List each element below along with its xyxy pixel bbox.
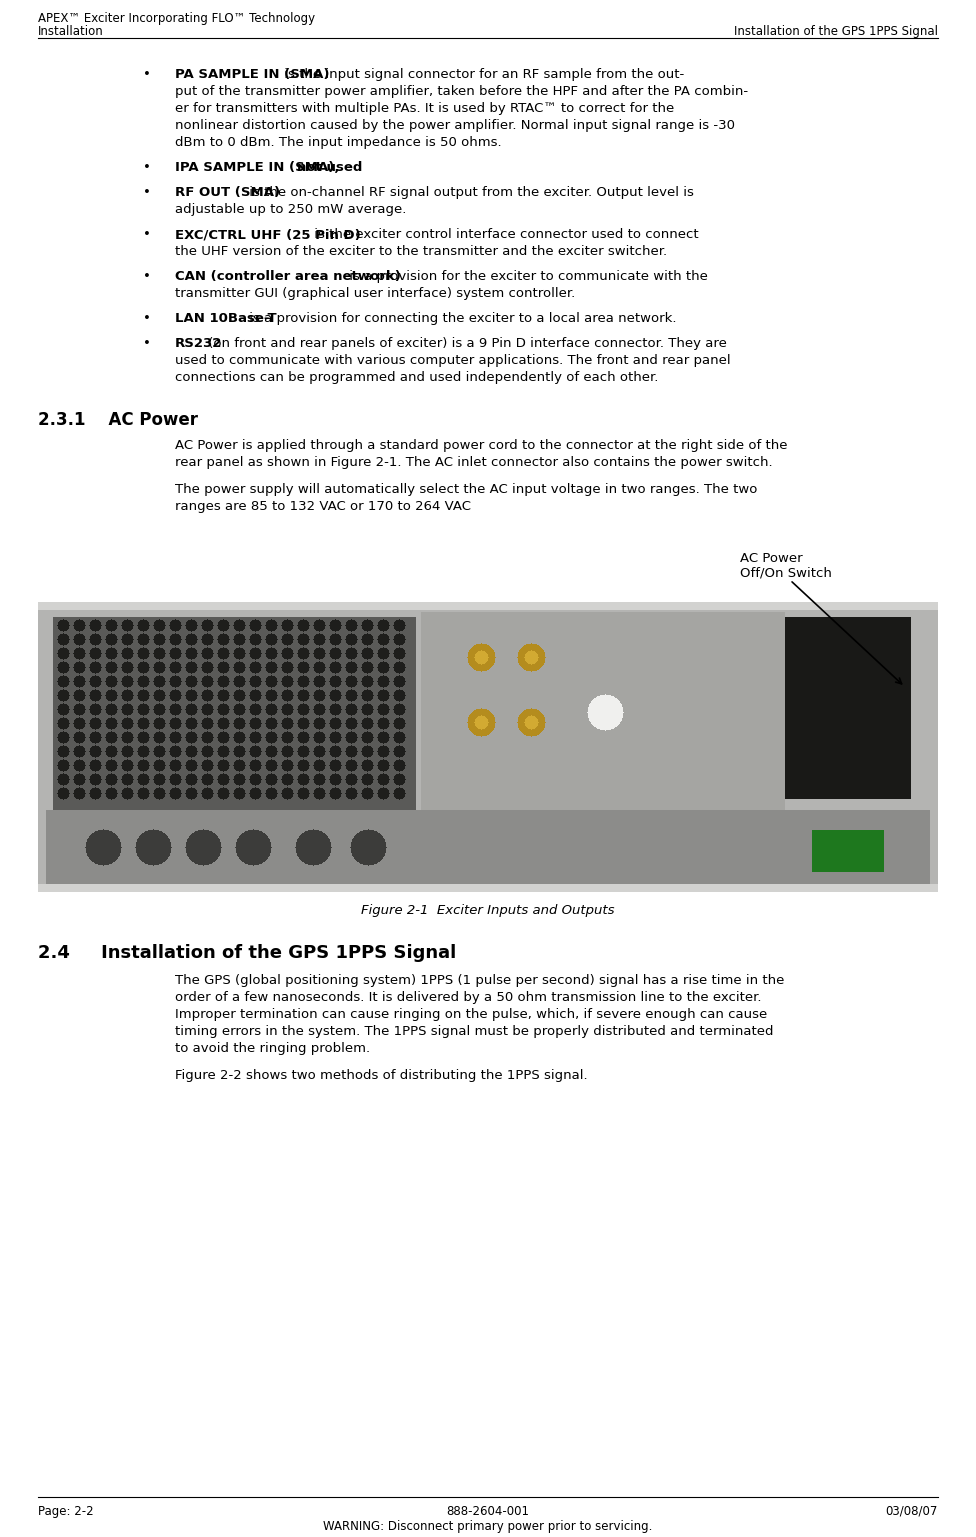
Text: •: • [143, 312, 151, 324]
Text: is the on-channel RF signal output from the exciter. Output level is: is the on-channel RF signal output from … [245, 186, 694, 198]
Text: transmitter GUI (graphical user interface) system controller.: transmitter GUI (graphical user interfac… [175, 287, 575, 300]
Text: to avoid the ringing problem.: to avoid the ringing problem. [175, 1042, 370, 1054]
Text: not used: not used [298, 161, 363, 174]
Text: Installation of the GPS 1PPS Signal: Installation of the GPS 1PPS Signal [734, 25, 938, 38]
Text: PA SAMPLE IN (SMA): PA SAMPLE IN (SMA) [175, 68, 330, 81]
Text: Installation: Installation [38, 25, 103, 38]
Text: connections can be programmed and used independently of each other.: connections can be programmed and used i… [175, 370, 659, 384]
Text: •: • [143, 227, 151, 241]
Text: is the input signal connector for an RF sample from the out-: is the input signal connector for an RF … [280, 68, 684, 81]
Text: dBm to 0 dBm. The input impedance is 50 ohms.: dBm to 0 dBm. The input impedance is 50 … [175, 135, 502, 149]
Text: adjustable up to 250 mW average.: adjustable up to 250 mW average. [175, 203, 406, 217]
Text: nonlinear distortion caused by the power amplifier. Normal input signal range is: nonlinear distortion caused by the power… [175, 118, 735, 132]
Text: Improper termination can cause ringing on the pulse, which, if severe enough can: Improper termination can cause ringing o… [175, 1008, 767, 1021]
Text: AC Power is applied through a standard power cord to the connector at the right : AC Power is applied through a standard p… [175, 440, 788, 452]
Text: Page: 2-2: Page: 2-2 [38, 1505, 94, 1519]
Text: timing errors in the system. The 1PPS signal must be properly distributed and te: timing errors in the system. The 1PPS si… [175, 1025, 774, 1037]
Text: The GPS (global positioning system) 1PPS (1 pulse per second) signal has a rise : The GPS (global positioning system) 1PPS… [175, 974, 785, 987]
Text: used to communicate with various computer applications. The front and rear panel: used to communicate with various compute… [175, 354, 731, 367]
Text: ranges are 85 to 132 VAC or 170 to 264 VAC: ranges are 85 to 132 VAC or 170 to 264 V… [175, 500, 471, 513]
Text: order of a few nanoseconds. It is delivered by a 50 ohm transmission line to the: order of a few nanoseconds. It is delive… [175, 991, 761, 1004]
Text: LAN 10Base-T: LAN 10Base-T [175, 312, 276, 324]
Text: •: • [143, 271, 151, 283]
Text: 2.3.1    AC Power: 2.3.1 AC Power [38, 410, 198, 429]
Text: EXC/CTRL UHF (25 Pin D): EXC/CTRL UHF (25 Pin D) [175, 227, 361, 241]
Text: is the exciter control interface connector used to connect: is the exciter control interface connect… [309, 227, 698, 241]
Text: IPA SAMPLE IN (SMA),: IPA SAMPLE IN (SMA), [175, 161, 340, 174]
Text: •: • [143, 161, 151, 174]
Text: 888-2604-001: 888-2604-001 [446, 1505, 530, 1519]
Text: er for transmitters with multiple PAs. It is used by RTAC™ to correct for the: er for transmitters with multiple PAs. I… [175, 101, 674, 115]
Text: RS232: RS232 [175, 337, 223, 350]
Text: the UHF version of the exciter to the transmitter and the exciter switcher.: the UHF version of the exciter to the tr… [175, 244, 668, 258]
Text: Figure 2-1  Exciter Inputs and Outputs: Figure 2-1 Exciter Inputs and Outputs [361, 904, 615, 918]
Text: 2.4     Installation of the GPS 1PPS Signal: 2.4 Installation of the GPS 1PPS Signal [38, 944, 456, 962]
Text: WARNING: Disconnect primary power prior to servicing.: WARNING: Disconnect primary power prior … [323, 1520, 653, 1532]
Text: Figure 2-2 shows two methods of distributing the 1PPS signal.: Figure 2-2 shows two methods of distribu… [175, 1070, 588, 1082]
Text: CAN (controller area network): CAN (controller area network) [175, 271, 401, 283]
Text: rear panel as shown in Figure 2-1. The AC inlet connector also contains the powe: rear panel as shown in Figure 2-1. The A… [175, 456, 773, 469]
Text: is a provision for connecting the exciter to a local area network.: is a provision for connecting the excite… [245, 312, 676, 324]
Text: 03/08/07: 03/08/07 [885, 1505, 938, 1519]
Text: (on front and rear panels of exciter) is a 9 Pin D interface connector. They are: (on front and rear panels of exciter) is… [204, 337, 727, 350]
Text: •: • [143, 186, 151, 198]
Text: AC Power
Off/On Switch: AC Power Off/On Switch [740, 552, 832, 579]
Text: APEX™ Exciter Incorporating FLO™ Technology: APEX™ Exciter Incorporating FLO™ Technol… [38, 12, 315, 25]
Text: put of the transmitter power amplifier, taken before the HPF and after the PA co: put of the transmitter power amplifier, … [175, 85, 749, 98]
Text: The power supply will automatically select the AC input voltage in two ranges. T: The power supply will automatically sele… [175, 483, 757, 496]
Text: RF OUT (SMA): RF OUT (SMA) [175, 186, 280, 198]
Text: is a provision for the exciter to communicate with the: is a provision for the exciter to commun… [345, 271, 708, 283]
Text: •: • [143, 68, 151, 81]
Text: •: • [143, 337, 151, 350]
